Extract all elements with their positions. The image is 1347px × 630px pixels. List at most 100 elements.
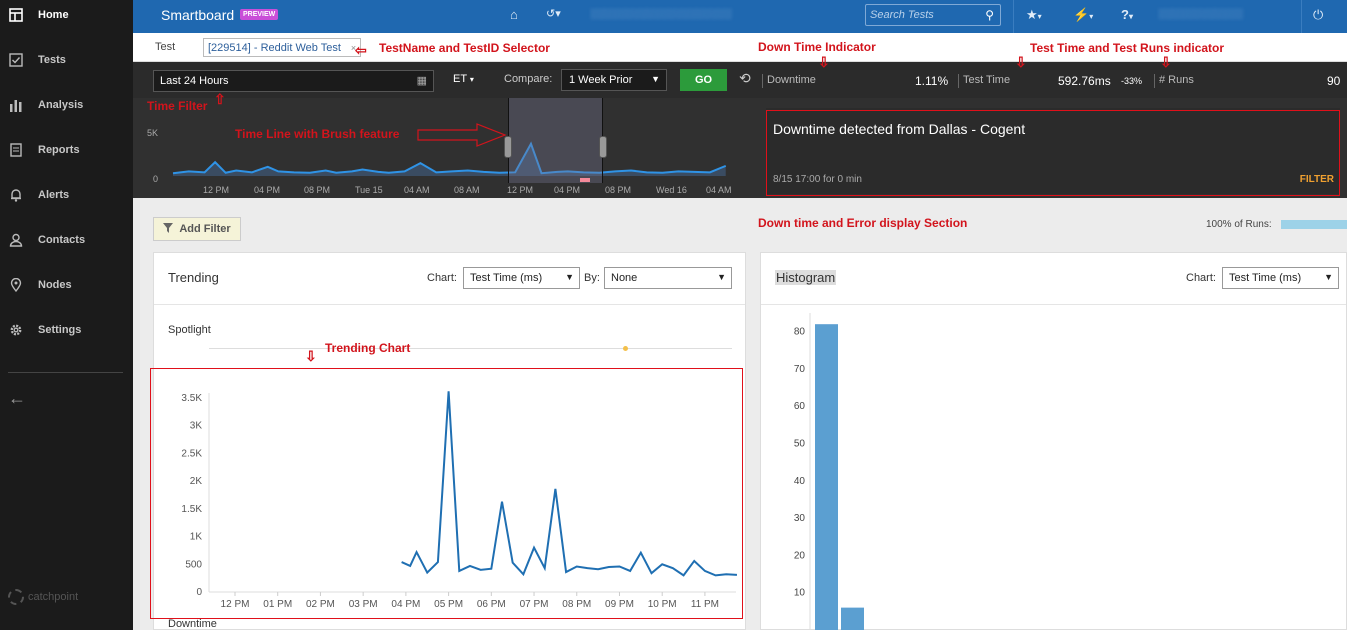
histogram-y-tick-label: 20: [794, 550, 806, 561]
trending-title: Trending: [168, 270, 219, 285]
sidebar-item-label: Reports: [38, 144, 80, 156]
sidebar-item-tests[interactable]: Tests: [0, 45, 133, 75]
share-icon[interactable]: ↺▾: [546, 8, 561, 20]
runs-percent-label: 100% of Runs:: [1206, 219, 1272, 230]
timezone-dropdown[interactable]: ET ▾: [453, 73, 474, 85]
annotation-down-arrow-icon: ⇩: [818, 54, 830, 70]
timeline-tick: 04 PM: [554, 185, 581, 195]
y-tick-label: 3K: [190, 421, 203, 432]
downtime-filter-link[interactable]: FILTER: [1299, 174, 1334, 185]
downtime-marker: [580, 178, 590, 182]
close-icon[interactable]: ×: [350, 42, 357, 53]
trending-card: Trending Chart: Test Time (ms) ▼ By: Non…: [153, 252, 746, 630]
sidebar-item-label: Tests: [38, 54, 66, 66]
annotation-right-arrow-icon: [417, 123, 507, 147]
annotation-timeline-brush: Time Line with Brush feature: [235, 127, 400, 141]
x-tick-label: 09 PM: [605, 599, 634, 610]
histogram-chart-select[interactable]: Test Time (ms) ▼: [1222, 267, 1339, 289]
help-icon[interactable]: ?▾: [1121, 7, 1133, 22]
sidebar-item-home[interactable]: Home: [0, 0, 133, 30]
timeline-series-line: [172, 141, 727, 175]
brush-left-handle[interactable]: [504, 136, 512, 158]
power-icon[interactable]: ⏻: [1313, 7, 1324, 22]
annotation-testname: TestName and TestID Selector: [379, 41, 550, 55]
search-icon[interactable]: ⚲: [985, 8, 994, 22]
sidebar-item-settings[interactable]: Settings: [0, 315, 133, 345]
sidebar-item-analysis[interactable]: Analysis: [0, 90, 133, 120]
timeline-brush[interactable]: [504, 98, 607, 183]
sidebar-item-nodes[interactable]: Nodes: [0, 270, 133, 300]
runs-percent-bar: [1281, 220, 1347, 229]
downtime-when: 8/15 17:00 for 0 min: [773, 174, 862, 185]
person-icon: [8, 232, 24, 248]
search-placeholder: Search Tests: [870, 9, 934, 21]
spotlight-marker[interactable]: [623, 346, 628, 351]
gear-icon: [8, 322, 24, 338]
brush-right-handle[interactable]: [599, 136, 607, 158]
annotation-time-filter: Time Filter: [147, 99, 208, 113]
trending-by-label: By:: [584, 272, 600, 284]
annotation-left-arrow-icon: ⇦: [355, 42, 367, 58]
compare-dropdown[interactable]: 1 Week Prior ▼: [561, 69, 667, 91]
sidebar-item-label: Contacts: [38, 234, 86, 246]
x-tick-label: 03 PM: [349, 599, 378, 610]
map-pin-icon: [8, 277, 24, 293]
sidebar-item-contacts[interactable]: Contacts: [0, 225, 133, 255]
controls-bar: Last 24 Hours ▦ ET ▾ Compare: 1 Week Pri…: [133, 62, 1347, 98]
trending-chart-value: Test Time (ms): [470, 272, 543, 284]
histogram-y-tick-label: 30: [794, 513, 806, 524]
sidebar-item-alerts[interactable]: Alerts: [0, 180, 133, 210]
x-tick-label: 07 PM: [520, 599, 549, 610]
time-range-value: Last 24 Hours: [160, 75, 229, 87]
timeline-chart: [172, 141, 727, 176]
timeline-overview[interactable]: 5K 0 12 PM 04 PM 08 PM Tue 15 04 AM 08 A…: [133, 98, 1347, 198]
calendar-icon[interactable]: ▦: [416, 75, 427, 87]
y-tick-label: 1K: [190, 532, 203, 543]
annotation-down-arrow-icon: ⇩: [1015, 54, 1027, 70]
histogram-chart-label: Chart:: [1186, 272, 1216, 284]
downtime-title: Downtime detected from Dallas - Cogent: [773, 121, 1026, 137]
timeline-tick: 08 PM: [304, 185, 331, 195]
checkbox-icon: [8, 52, 24, 68]
blurred-user-email[interactable]: ░░░░░░░░░░░░: [1158, 9, 1244, 20]
sidebar-item-label: Nodes: [38, 279, 72, 291]
collapse-arrow-icon[interactable]: ←: [8, 388, 26, 408]
lightning-icon[interactable]: ⚡▾: [1073, 7, 1094, 22]
card-divider: [761, 304, 1346, 305]
trending-chart-select[interactable]: Test Time (ms) ▼: [463, 267, 580, 289]
document-icon: [8, 142, 24, 158]
test-time-delta: -33%: [1121, 76, 1143, 86]
history-reset-icon[interactable]: ⟲: [739, 70, 751, 86]
time-range-input[interactable]: Last 24 Hours ▦: [153, 70, 434, 92]
add-filter-button[interactable]: Add Filter: [153, 217, 241, 241]
histogram-card: Histogram Chart: Test Time (ms) ▼ 10 20 30…: [760, 252, 1347, 630]
histogram-y-tick-label: 50: [794, 439, 806, 450]
histogram-title: Histogram: [775, 270, 837, 285]
trending-by-select[interactable]: None ▼: [604, 267, 732, 289]
x-tick-label: 05 PM: [434, 599, 463, 610]
annotation-down-arrow-icon: ⇩: [1160, 54, 1172, 70]
go-button[interactable]: GO: [680, 69, 727, 91]
trending-by-value: None: [611, 272, 638, 284]
home-icon[interactable]: ⌂: [510, 7, 518, 22]
top-header: Smartboard PREVIEW ⌂ ↺▾ ░░░░░░░░░░░░░░░░…: [133, 0, 1347, 33]
timeline-y-label: 5K: [147, 128, 159, 138]
x-tick-label: 06 PM: [477, 599, 506, 610]
bar-chart-icon: [8, 97, 24, 113]
search-input[interactable]: Search Tests ⚲: [865, 4, 1001, 26]
downtime-label: Downtime: [767, 74, 816, 86]
annotation-downtime-section: Down time and Error display Section: [758, 216, 968, 230]
histogram-chart: 10 20 30 40 50 60 70 80: [794, 313, 864, 630]
chevron-down-icon: ▼: [651, 74, 660, 84]
header-separator: [1301, 0, 1302, 33]
test-selector[interactable]: [229514] - Reddit Web Test ×: [203, 38, 362, 57]
histogram-y-tick-label: 40: [794, 476, 806, 487]
x-tick-label: 04 PM: [391, 599, 420, 610]
bell-icon: [8, 187, 24, 203]
y-tick-label: 500: [185, 559, 202, 570]
x-tick-label: 02 PM: [306, 599, 335, 610]
sidebar-item-reports[interactable]: Reports: [0, 135, 133, 165]
annotation-trending-chart: Trending Chart: [325, 341, 411, 355]
star-icon[interactable]: ★▾: [1026, 7, 1042, 22]
trending-chart: 0 500 1K 1.5K 2K 2.5K 3K 3.5K 12 PM 01 PM 02 PM 03 …: [181, 391, 738, 610]
